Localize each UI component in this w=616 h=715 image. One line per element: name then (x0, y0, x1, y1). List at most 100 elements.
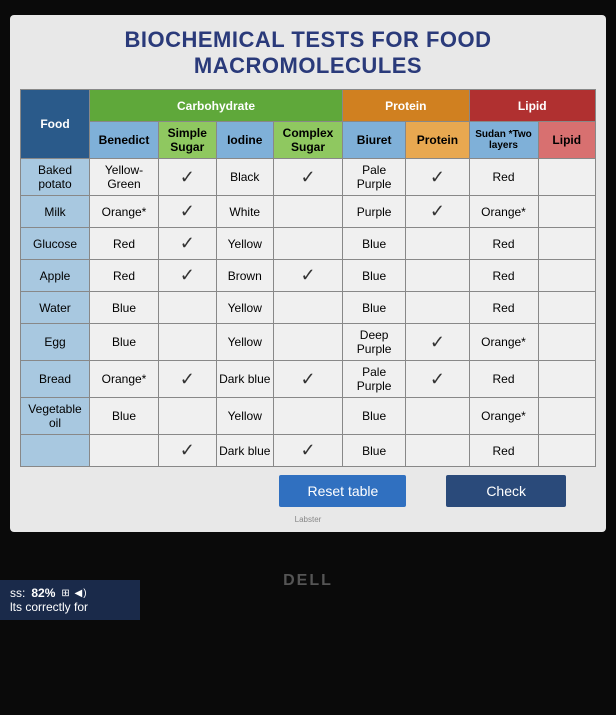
protein-cell[interactable] (406, 292, 469, 324)
iodine-cell[interactable]: Yellow (216, 324, 274, 361)
iodine-cell[interactable]: Dark blue (216, 361, 274, 398)
iodine-cell[interactable]: Dark blue (216, 435, 274, 467)
food-cell[interactable]: Vegetable oil (21, 398, 90, 435)
benedict-cell[interactable]: Blue (90, 398, 159, 435)
simple-sugar-cell[interactable]: ✓ (159, 196, 217, 228)
biuret-cell[interactable]: Pale Purple (343, 159, 406, 196)
complex-sugar-cell[interactable]: ✓ (274, 159, 343, 196)
food-cell[interactable]: Bread (21, 361, 90, 398)
sudan-cell[interactable]: Orange* (469, 196, 538, 228)
protein-cell[interactable]: ✓ (406, 159, 469, 196)
lipid-cell[interactable] (538, 260, 596, 292)
sub-iodine: Iodine (216, 122, 274, 159)
benedict-cell[interactable]: Orange* (90, 196, 159, 228)
biuret-cell[interactable]: Pale Purple (343, 361, 406, 398)
benedict-cell[interactable]: Blue (90, 292, 159, 324)
complex-sugar-cell[interactable]: ✓ (274, 435, 343, 467)
protein-cell[interactable]: ✓ (406, 324, 469, 361)
header-lipid: Lipid (469, 90, 596, 122)
sudan-cell[interactable]: Red (469, 159, 538, 196)
benedict-cell[interactable]: Yellow-Green (90, 159, 159, 196)
protein-cell[interactable] (406, 228, 469, 260)
sub-sudan: Sudan *Two layers (469, 122, 538, 159)
table-row: WaterBlueYellowBlueRed (21, 292, 596, 324)
sudan-cell[interactable]: Red (469, 361, 538, 398)
complex-sugar-cell[interactable] (274, 398, 343, 435)
lipid-cell[interactable] (538, 324, 596, 361)
benedict-cell[interactable] (90, 435, 159, 467)
food-cell[interactable] (21, 435, 90, 467)
sudan-cell[interactable]: Orange* (469, 324, 538, 361)
lipid-cell[interactable] (538, 435, 596, 467)
food-cell[interactable]: Water (21, 292, 90, 324)
benedict-cell[interactable]: Red (90, 260, 159, 292)
biuret-cell[interactable]: Blue (343, 260, 406, 292)
lipid-cell[interactable] (538, 196, 596, 228)
progress-overlay: ss: 82% ⊞ ◀) lts correctly for (0, 580, 140, 620)
sub-lipid: Lipid (538, 122, 596, 159)
biuret-cell[interactable]: Blue (343, 398, 406, 435)
biuret-cell[interactable]: Deep Purple (343, 324, 406, 361)
simple-sugar-cell[interactable] (159, 398, 217, 435)
food-cell[interactable]: Egg (21, 324, 90, 361)
biuret-cell[interactable]: Blue (343, 228, 406, 260)
iodine-cell[interactable]: Yellow (216, 228, 274, 260)
sudan-cell[interactable]: Red (469, 435, 538, 467)
food-cell[interactable]: Baked potato (21, 159, 90, 196)
progress-hint: lts correctly for (10, 600, 130, 614)
lipid-cell[interactable] (538, 159, 596, 196)
iodine-cell[interactable]: White (216, 196, 274, 228)
protein-cell[interactable]: ✓ (406, 196, 469, 228)
iodine-cell[interactable]: Yellow (216, 398, 274, 435)
protein-cell[interactable]: ✓ (406, 361, 469, 398)
complex-sugar-cell[interactable] (274, 292, 343, 324)
sub-biuret: Biuret (343, 122, 406, 159)
check-button[interactable]: Check (446, 475, 566, 507)
reset-button[interactable]: Reset table (279, 475, 406, 507)
iodine-cell[interactable]: Yellow (216, 292, 274, 324)
benedict-cell[interactable]: Red (90, 228, 159, 260)
simple-sugar-cell[interactable]: ✓ (159, 159, 217, 196)
benedict-cell[interactable]: Blue (90, 324, 159, 361)
iodine-cell[interactable]: Brown (216, 260, 274, 292)
vendor-label: Labster (20, 515, 596, 524)
header-carb: Carbohydrate (90, 90, 343, 122)
food-cell[interactable]: Glucose (21, 228, 90, 260)
button-row: Reset table Check (20, 467, 596, 511)
sudan-cell[interactable]: Red (469, 292, 538, 324)
page-title: BIOCHEMICAL TESTS FOR FOOD MACROMOLECULE… (20, 27, 596, 79)
simple-sugar-cell[interactable] (159, 292, 217, 324)
benedict-cell[interactable]: Orange* (90, 361, 159, 398)
complex-sugar-cell[interactable]: ✓ (274, 361, 343, 398)
sub-complex: Complex Sugar (274, 122, 343, 159)
biuret-cell[interactable]: Purple (343, 196, 406, 228)
protein-cell[interactable] (406, 435, 469, 467)
iodine-cell[interactable]: Black (216, 159, 274, 196)
lipid-cell[interactable] (538, 292, 596, 324)
simple-sugar-cell[interactable]: ✓ (159, 228, 217, 260)
protein-cell[interactable] (406, 260, 469, 292)
lipid-cell[interactable] (538, 228, 596, 260)
biuret-cell[interactable]: Blue (343, 435, 406, 467)
food-cell[interactable]: Milk (21, 196, 90, 228)
sudan-cell[interactable]: Red (469, 260, 538, 292)
table-row: MilkOrange*✓WhitePurple✓Orange* (21, 196, 596, 228)
simple-sugar-cell[interactable] (159, 324, 217, 361)
overlay-icons[interactable]: ⊞ ◀) (61, 588, 87, 599)
complex-sugar-cell[interactable] (274, 228, 343, 260)
protein-cell[interactable] (406, 398, 469, 435)
simple-sugar-cell[interactable]: ✓ (159, 435, 217, 467)
complex-sugar-cell[interactable] (274, 196, 343, 228)
complex-sugar-cell[interactable]: ✓ (274, 260, 343, 292)
biuret-cell[interactable]: Blue (343, 292, 406, 324)
lipid-cell[interactable] (538, 398, 596, 435)
header-food: Food (21, 90, 90, 159)
lipid-cell[interactable] (538, 361, 596, 398)
simple-sugar-cell[interactable]: ✓ (159, 260, 217, 292)
simple-sugar-cell[interactable]: ✓ (159, 361, 217, 398)
sudan-cell[interactable]: Red (469, 228, 538, 260)
food-cell[interactable]: Apple (21, 260, 90, 292)
progress-value: 82% (31, 586, 55, 600)
complex-sugar-cell[interactable] (274, 324, 343, 361)
sudan-cell[interactable]: Orange* (469, 398, 538, 435)
